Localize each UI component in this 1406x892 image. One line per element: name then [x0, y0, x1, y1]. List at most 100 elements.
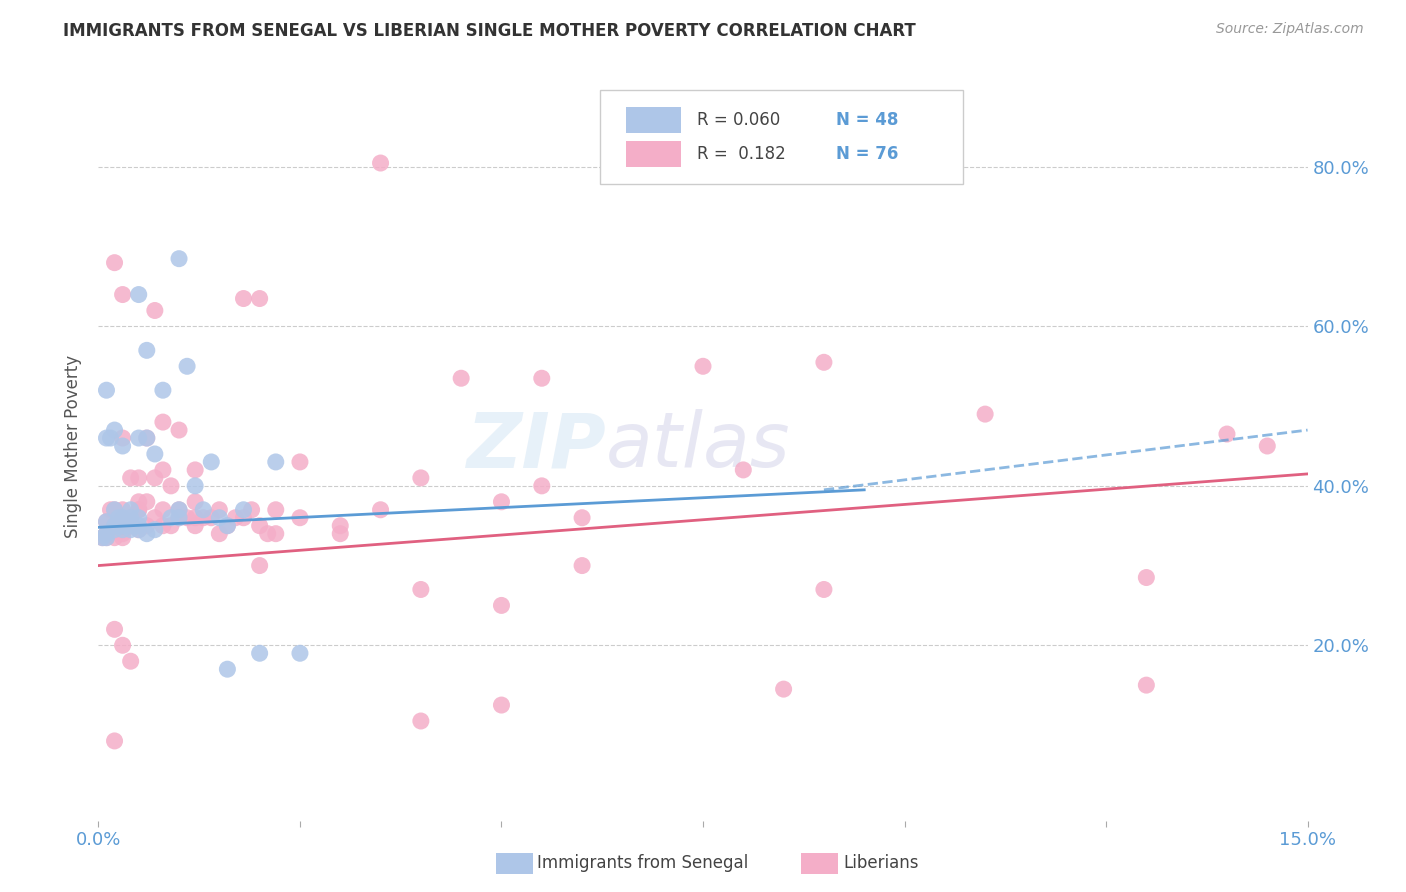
Point [288, 510, 311, 524]
Point [530, 479, 553, 493]
Point [91, 531, 114, 545]
Y-axis label: Single Mother Poverty: Single Mother Poverty [65, 354, 83, 538]
Point [160, 510, 183, 524]
Point [91, 531, 114, 545]
Point [96, 515, 118, 529]
Point [571, 558, 593, 573]
Text: R =  0.182: R = 0.182 [697, 145, 786, 162]
Point [571, 510, 593, 524]
Point [128, 495, 150, 509]
Point [249, 646, 271, 660]
Point [135, 431, 157, 445]
Point [200, 455, 222, 469]
Point [103, 255, 125, 269]
Point [329, 518, 352, 533]
Point [120, 518, 142, 533]
Point [160, 518, 183, 533]
Point [491, 698, 513, 712]
Point [1135, 570, 1157, 584]
Point [143, 447, 166, 461]
Point [1135, 678, 1157, 692]
Point [288, 455, 311, 469]
Point [167, 510, 190, 524]
Point [974, 407, 997, 421]
Point [135, 343, 157, 358]
Point [208, 510, 231, 524]
Point [111, 518, 134, 533]
Point [329, 526, 352, 541]
Point [120, 515, 142, 529]
Point [96, 526, 118, 541]
Point [264, 502, 287, 516]
Point [176, 510, 198, 524]
Point [264, 455, 287, 469]
Point [96, 531, 118, 545]
Point [103, 523, 125, 537]
Point [167, 423, 190, 437]
Point [232, 502, 254, 516]
Point [103, 518, 125, 533]
Text: ZIP: ZIP [467, 409, 606, 483]
Point [167, 510, 190, 524]
Point [264, 526, 287, 541]
FancyBboxPatch shape [600, 90, 963, 184]
Point [111, 431, 134, 445]
Point [409, 471, 432, 485]
Point [200, 510, 222, 524]
Point [772, 682, 794, 697]
Text: N = 48: N = 48 [837, 112, 898, 129]
Point [111, 518, 134, 533]
Point [143, 471, 166, 485]
Point [184, 495, 207, 509]
Point [256, 526, 278, 541]
Point [733, 463, 755, 477]
Point [217, 518, 239, 533]
Point [232, 292, 254, 306]
Point [143, 303, 166, 318]
Point [184, 518, 207, 533]
Point [128, 502, 150, 516]
Point [167, 252, 190, 266]
Point [120, 502, 142, 516]
Text: Liberians: Liberians [844, 855, 920, 872]
Point [111, 515, 134, 529]
Point [1256, 439, 1278, 453]
Point [120, 471, 142, 485]
Text: R = 0.060: R = 0.060 [697, 112, 780, 129]
Point [370, 156, 392, 170]
Point [135, 518, 157, 533]
Point [240, 502, 263, 516]
Point [128, 518, 150, 533]
Point [107, 510, 129, 524]
Point [217, 518, 239, 533]
Point [120, 523, 142, 537]
Point [111, 510, 134, 524]
Point [120, 654, 142, 668]
Point [128, 523, 150, 537]
Point [288, 646, 311, 660]
Point [120, 510, 142, 524]
Point [111, 526, 134, 541]
Text: Source: ZipAtlas.com: Source: ZipAtlas.com [1216, 22, 1364, 37]
Point [111, 638, 134, 652]
Point [103, 518, 125, 533]
Point [232, 510, 254, 524]
Point [143, 523, 166, 537]
Point [111, 531, 134, 545]
Point [111, 287, 134, 301]
Point [167, 502, 190, 516]
Point [96, 431, 118, 445]
Point [176, 359, 198, 374]
Text: IMMIGRANTS FROM SENEGAL VS LIBERIAN SINGLE MOTHER POVERTY CORRELATION CHART: IMMIGRANTS FROM SENEGAL VS LIBERIAN SING… [63, 22, 917, 40]
Point [409, 714, 432, 728]
Point [120, 510, 142, 524]
Text: Immigrants from Senegal: Immigrants from Senegal [537, 855, 748, 872]
Point [111, 515, 134, 529]
Point [491, 599, 513, 613]
Point [217, 662, 239, 676]
Point [530, 371, 553, 385]
Point [103, 734, 125, 748]
Point [249, 518, 271, 533]
Point [692, 359, 714, 374]
Point [103, 502, 125, 516]
